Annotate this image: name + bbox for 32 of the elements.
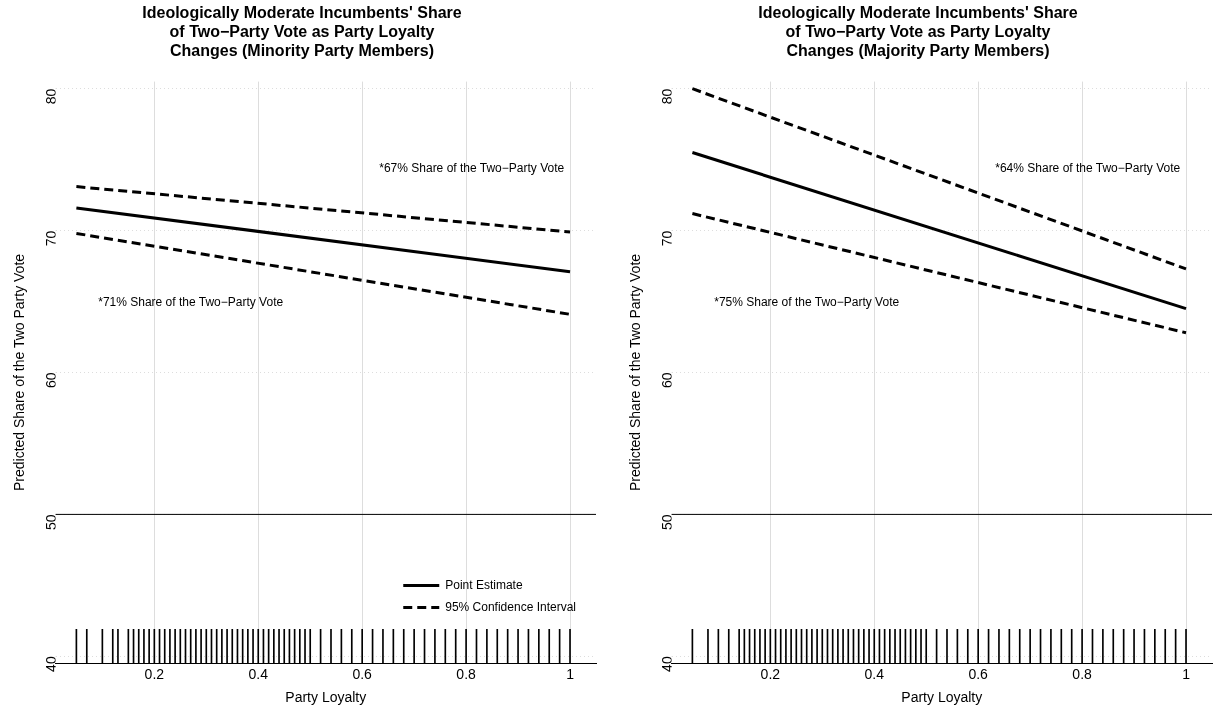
- x-tick-label: 1: [566, 665, 575, 682]
- annotation: *64% Share of the Two−Party Vote: [995, 161, 1181, 176]
- y-tick-label: 50: [659, 514, 676, 530]
- y-axis-title: Predicted Share of the Two Party Vote: [627, 253, 644, 492]
- legend-label: 95% Confidence Interval: [445, 599, 576, 614]
- x-tick-label: 0.4: [864, 665, 885, 682]
- y-tick-label: 60: [43, 372, 60, 389]
- x-tick-label: 0.2: [760, 665, 781, 682]
- x-tick-label: 0.8: [456, 665, 477, 682]
- annotation: *67% Share of the Two−Party Vote: [379, 161, 565, 176]
- x-tick-label: 0.8: [1072, 665, 1093, 682]
- x-axis-title: Party Loyalty: [901, 689, 983, 706]
- annotation: *71% Share of the Two−Party Vote: [98, 295, 284, 309]
- x-tick-label: 0.6: [968, 665, 989, 682]
- y-tick-label: 80: [43, 88, 60, 105]
- y-tick-label: 70: [659, 230, 676, 247]
- y-tick-label: 80: [659, 88, 676, 105]
- y-tick-label: 50: [43, 514, 60, 530]
- y-tick-label: 40: [659, 656, 676, 672]
- x-axis-title: Party Loyalty: [285, 689, 367, 706]
- chart-title: Ideologically Moderate Incumbents' Share of Two−Party Vote as Party Loyalty Changes (Majority Party Members): [758, 4, 1078, 60]
- y-tick-label: 40: [43, 656, 60, 672]
- x-tick-label: 0.4: [248, 665, 269, 682]
- x-tick-label: 1: [1182, 665, 1191, 682]
- x-tick-label: 0.6: [352, 665, 373, 682]
- chart-title: Ideologically Moderate Incumbents' Share of Two−Party Vote as Party Loyalty Changes (Minority Party Members): [142, 4, 462, 60]
- y-axis-title: Predicted Share of the Two Party Vote: [11, 253, 28, 492]
- y-tick-label: 70: [43, 230, 60, 247]
- y-tick-label: 60: [659, 372, 676, 389]
- annotation: *75% Share of the Two−Party Vote: [714, 295, 900, 309]
- x-tick-label: 0.2: [144, 665, 165, 682]
- legend-label: Point Estimate: [445, 577, 523, 592]
